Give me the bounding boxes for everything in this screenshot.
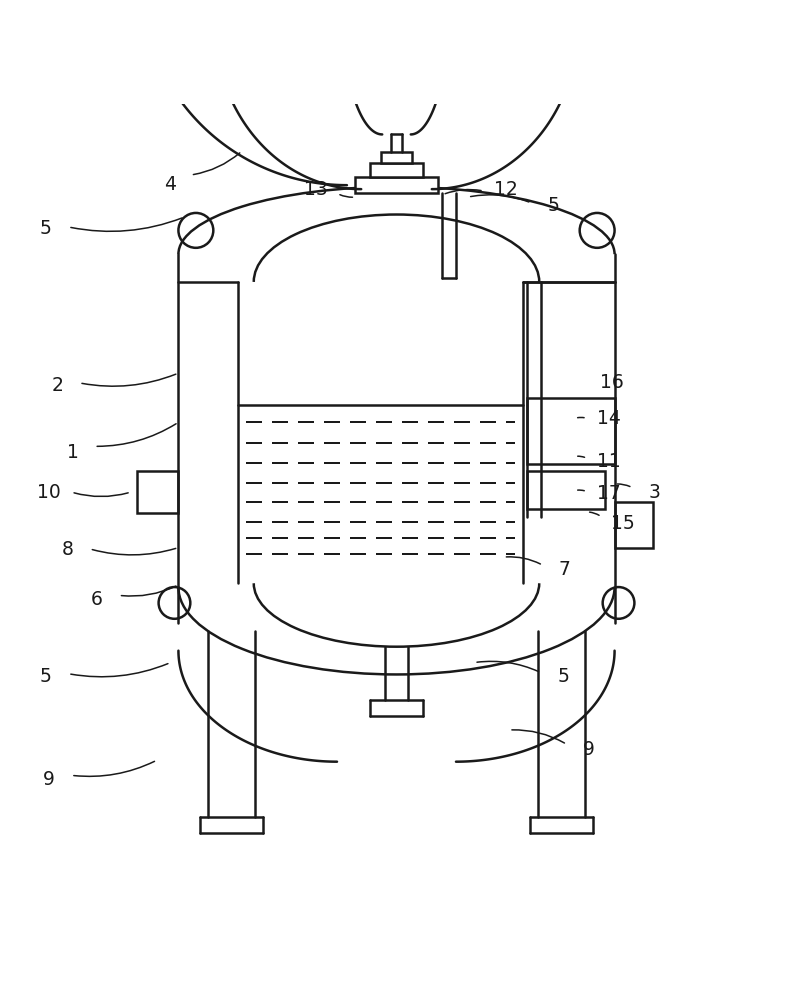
Bar (370, 163, 423, 177)
Text: 9: 9 (583, 740, 594, 759)
Text: 5: 5 (40, 219, 52, 238)
Text: 3: 3 (649, 483, 660, 502)
Text: 2: 2 (52, 376, 63, 395)
Text: 4: 4 (164, 175, 177, 194)
Text: 17: 17 (597, 484, 621, 503)
Bar (615, 502, 653, 548)
Bar (381, 152, 412, 163)
Text: 16: 16 (600, 373, 624, 392)
Text: 10: 10 (37, 483, 61, 502)
Text: 9: 9 (44, 770, 55, 789)
Text: 13: 13 (304, 180, 328, 199)
Text: 12: 12 (494, 180, 518, 199)
Text: 1: 1 (67, 443, 79, 462)
Bar (527, 471, 605, 509)
Bar (137, 471, 178, 513)
Text: 14: 14 (597, 409, 621, 428)
Text: 11: 11 (597, 452, 621, 471)
Bar (355, 177, 438, 193)
Text: 5: 5 (557, 667, 569, 686)
Text: 7: 7 (559, 560, 570, 579)
Text: 6: 6 (91, 590, 102, 609)
Text: 15: 15 (611, 514, 634, 533)
Text: 5: 5 (548, 196, 559, 215)
Bar (527, 398, 615, 464)
Text: 8: 8 (62, 540, 73, 559)
Text: 5: 5 (40, 667, 52, 686)
